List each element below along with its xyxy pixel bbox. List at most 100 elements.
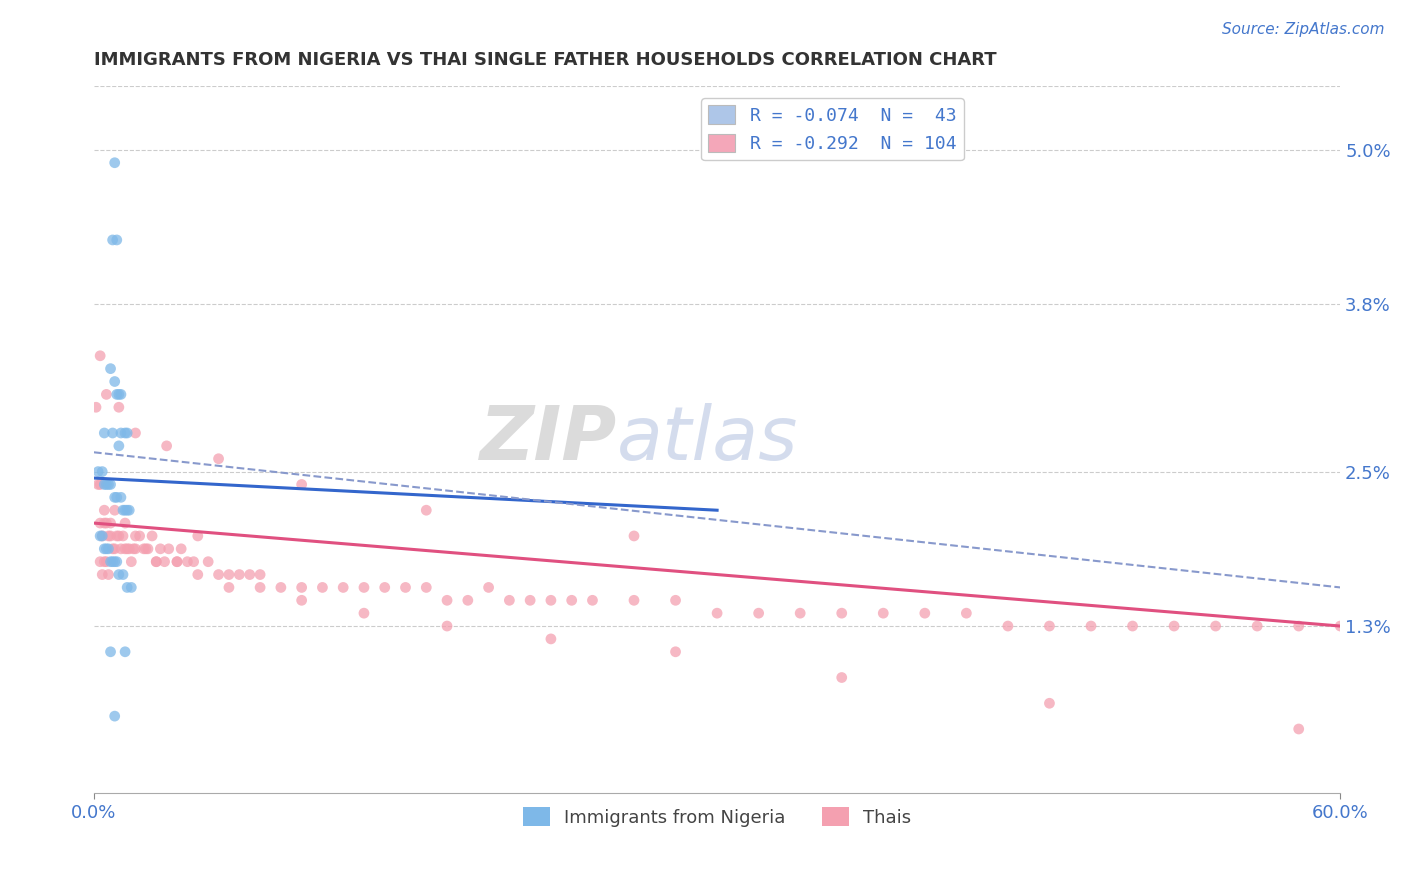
Point	[540, 632, 562, 646]
Point	[291, 593, 314, 607]
Point	[89, 555, 111, 569]
Point	[153, 555, 176, 569]
Point	[187, 529, 209, 543]
Point	[207, 567, 229, 582]
Point	[105, 233, 128, 247]
Point	[183, 555, 205, 569]
Point	[249, 567, 271, 582]
Point	[831, 671, 853, 685]
Point	[100, 555, 122, 569]
Point	[111, 567, 134, 582]
Point	[104, 709, 127, 723]
Point	[93, 425, 115, 440]
Point	[104, 555, 127, 569]
Point	[415, 581, 437, 595]
Point	[114, 516, 136, 530]
Point	[187, 567, 209, 582]
Point	[114, 645, 136, 659]
Point	[664, 645, 686, 659]
Point	[93, 503, 115, 517]
Point	[96, 541, 118, 556]
Point	[1329, 619, 1351, 633]
Point	[122, 541, 145, 556]
Point	[110, 541, 132, 556]
Point	[97, 541, 120, 556]
Point	[104, 375, 127, 389]
Point	[353, 581, 375, 595]
Point	[706, 606, 728, 620]
Point	[91, 567, 114, 582]
Point	[128, 529, 150, 543]
Point	[1246, 619, 1268, 633]
Point	[93, 516, 115, 530]
Point	[110, 387, 132, 401]
Point	[96, 477, 118, 491]
Point	[114, 503, 136, 517]
Text: IMMIGRANTS FROM NIGERIA VS THAI SINGLE FATHER HOUSEHOLDS CORRELATION CHART: IMMIGRANTS FROM NIGERIA VS THAI SINGLE F…	[94, 51, 997, 69]
Point	[581, 593, 603, 607]
Point	[457, 593, 479, 607]
Point	[1080, 619, 1102, 633]
Point	[108, 387, 131, 401]
Point	[436, 619, 458, 633]
Point	[115, 425, 138, 440]
Point	[748, 606, 770, 620]
Point	[120, 581, 142, 595]
Point	[1163, 619, 1185, 633]
Point	[664, 593, 686, 607]
Point	[93, 477, 115, 491]
Point	[87, 465, 110, 479]
Point	[108, 401, 131, 415]
Point	[218, 567, 240, 582]
Text: atlas: atlas	[617, 403, 799, 475]
Point	[114, 425, 136, 440]
Point	[374, 581, 396, 595]
Legend: Immigrants from Nigeria, Thais: Immigrants from Nigeria, Thais	[516, 800, 918, 834]
Point	[394, 581, 416, 595]
Point	[332, 581, 354, 595]
Point	[170, 541, 193, 556]
Point	[108, 529, 131, 543]
Point	[100, 529, 122, 543]
Point	[157, 541, 180, 556]
Point	[104, 491, 127, 505]
Point	[97, 477, 120, 491]
Point	[218, 581, 240, 595]
Point	[955, 606, 977, 620]
Text: Source: ZipAtlas.com: Source: ZipAtlas.com	[1222, 22, 1385, 37]
Point	[353, 606, 375, 620]
Point	[100, 477, 122, 491]
Point	[101, 425, 124, 440]
Point	[478, 581, 501, 595]
Point	[118, 503, 141, 517]
Point	[145, 555, 167, 569]
Point	[108, 439, 131, 453]
Point	[623, 529, 645, 543]
Point	[120, 555, 142, 569]
Point	[91, 529, 114, 543]
Text: ZIP: ZIP	[479, 403, 617, 476]
Point	[108, 567, 131, 582]
Point	[97, 567, 120, 582]
Point	[124, 541, 146, 556]
Point	[166, 555, 188, 569]
Point	[1038, 696, 1060, 710]
Point	[135, 541, 157, 556]
Point	[1122, 619, 1144, 633]
Point	[228, 567, 250, 582]
Point	[101, 555, 124, 569]
Point	[91, 465, 114, 479]
Point	[156, 439, 179, 453]
Point	[207, 451, 229, 466]
Point	[141, 529, 163, 543]
Point	[831, 606, 853, 620]
Point	[89, 477, 111, 491]
Point	[540, 593, 562, 607]
Point	[87, 477, 110, 491]
Point	[111, 529, 134, 543]
Point	[914, 606, 936, 620]
Point	[124, 425, 146, 440]
Point	[118, 541, 141, 556]
Point	[115, 541, 138, 556]
Point	[110, 425, 132, 440]
